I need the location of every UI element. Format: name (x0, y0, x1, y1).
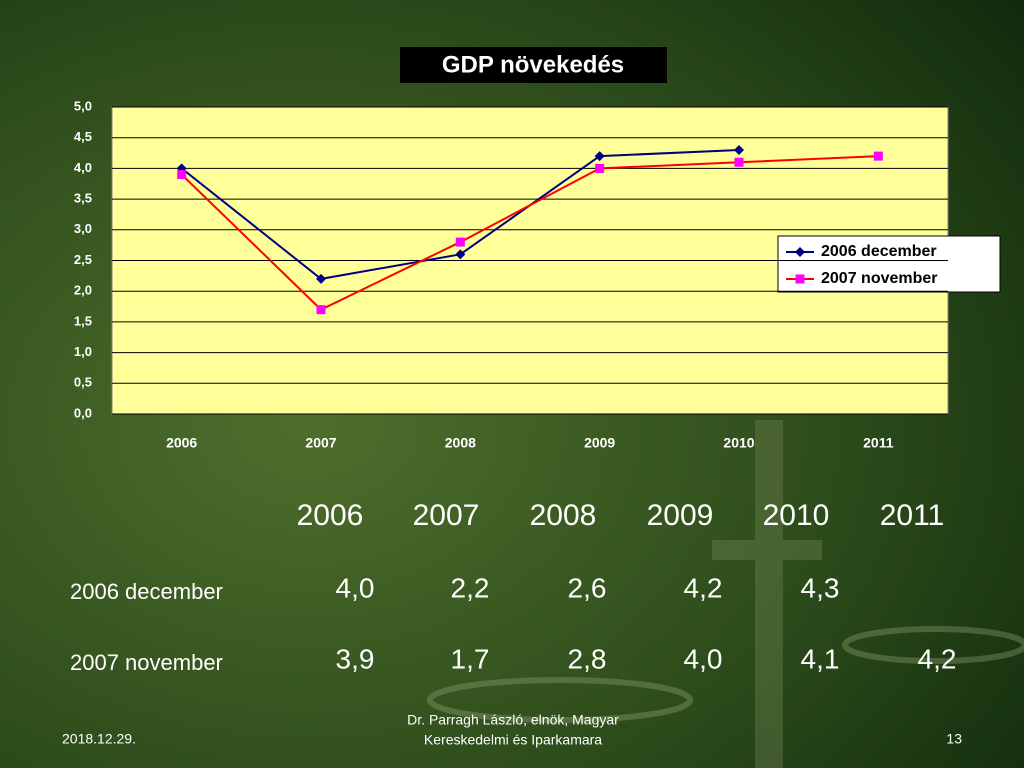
table-header: 2007 (413, 499, 480, 532)
legend-box (777, 235, 1001, 293)
legend-label: 2007 november (821, 270, 938, 287)
data-point (316, 305, 326, 315)
data-point (873, 151, 883, 161)
table-header: 2009 (647, 499, 714, 532)
y-tick-label: 1,0 (74, 344, 92, 359)
y-tick-label: 3,5 (74, 191, 92, 206)
y-tick-label: 2,5 (74, 252, 92, 267)
title-box (400, 47, 667, 83)
table-cell: 4,3 (801, 572, 840, 603)
table-cell: 3,9 (336, 643, 375, 674)
data-point (316, 273, 326, 284)
row-label: 2007 november (70, 650, 223, 675)
y-tick-label: 1,5 (74, 313, 92, 328)
table-cell: 4,2 (918, 643, 957, 674)
y-tick-label: 5,0 (74, 98, 92, 113)
table-header: 2006 (297, 499, 364, 532)
table-cell: 1,7 (451, 643, 490, 674)
table-cell: 4,2 (684, 572, 723, 603)
data-point (594, 151, 605, 162)
data-point (795, 247, 805, 257)
table-cell: 2,2 (451, 572, 490, 603)
footer-author: Dr. Parragh László, elnök, Magyar (407, 712, 619, 728)
data-point (595, 163, 605, 173)
footer-author: Kereskedelmi és Iparkamara (424, 732, 602, 748)
footer-date: 2018.12.29. (62, 731, 136, 747)
y-tick-label: 4,5 (74, 129, 92, 144)
data-point (795, 274, 805, 284)
x-tick-label: 2007 (305, 435, 336, 451)
page-number: 13 (946, 731, 962, 747)
x-tick-label: 2008 (445, 435, 476, 451)
data-point (455, 249, 466, 260)
y-tick-label: 2,0 (74, 283, 92, 298)
table-header: 2008 (530, 499, 597, 532)
row-label: 2006 december (70, 579, 223, 604)
table-cell: 2,6 (568, 572, 607, 603)
chart-title: GDP növekedés (442, 51, 624, 78)
table-cell: 2,8 (568, 643, 607, 674)
data-point (734, 144, 744, 155)
data-point (734, 157, 744, 167)
table-cell: 4,1 (801, 643, 840, 674)
y-tick-label: 3,0 (74, 221, 92, 236)
table-cell: 4,0 (336, 572, 375, 603)
y-tick-label: 4,0 (74, 160, 92, 175)
legend: 2006 december 2007 november (777, 235, 1001, 293)
decoration (427, 420, 1024, 768)
x-tick-label: 2006 (166, 435, 197, 451)
table-header: 2010 (763, 499, 830, 532)
x-tick-label: 2010 (723, 435, 754, 451)
x-tick-label: 2009 (584, 435, 615, 451)
table-header: 2011 (880, 499, 945, 532)
data-point (177, 170, 187, 180)
y-tick-label: 0,0 (74, 405, 92, 420)
series-line (180, 155, 879, 311)
x-tick-label: 2011 (863, 435, 894, 451)
y-tick-label: 0,5 (74, 375, 92, 390)
data-point (455, 237, 465, 247)
table-cell: 4,0 (684, 643, 723, 674)
legend-label: 2006 december (821, 243, 937, 260)
